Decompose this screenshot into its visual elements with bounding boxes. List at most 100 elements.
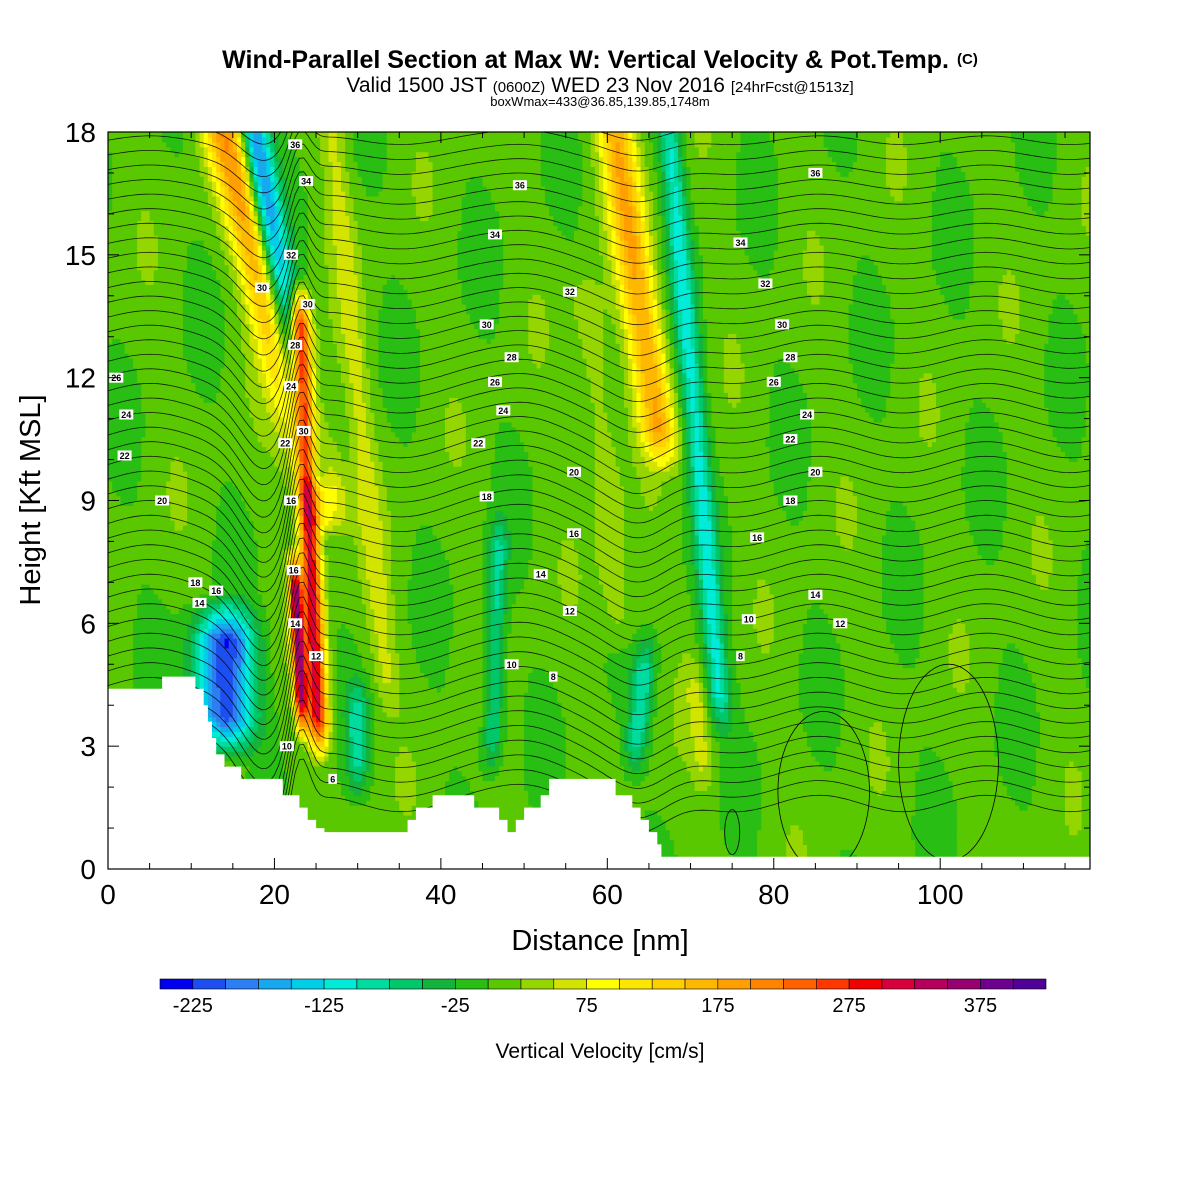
velocity-cell bbox=[125, 358, 130, 364]
velocity-cell bbox=[216, 574, 221, 580]
velocity-cell bbox=[225, 658, 230, 664]
velocity-cell bbox=[179, 569, 184, 575]
velocity-cell bbox=[170, 274, 175, 280]
velocity-cell bbox=[225, 727, 230, 733]
velocity-cell bbox=[145, 638, 150, 644]
velocity-cell bbox=[112, 304, 117, 310]
velocity-cell bbox=[175, 245, 180, 251]
velocity-cell bbox=[125, 373, 130, 379]
velocity-cell bbox=[191, 289, 196, 295]
velocity-cell bbox=[175, 466, 180, 472]
velocity-cell bbox=[175, 171, 180, 177]
velocity-cell bbox=[183, 329, 188, 335]
velocity-cell bbox=[166, 638, 171, 644]
velocity-cell bbox=[141, 682, 146, 688]
velocity-cell bbox=[187, 294, 192, 300]
velocity-cell bbox=[208, 672, 213, 678]
velocity-cell bbox=[108, 407, 113, 413]
velocity-cell bbox=[158, 314, 163, 320]
velocity-cell bbox=[175, 161, 180, 167]
velocity-cell bbox=[133, 446, 138, 452]
velocity-cell bbox=[162, 142, 167, 148]
velocity-cell bbox=[183, 235, 188, 241]
velocity-cell bbox=[125, 540, 130, 546]
velocity-cell bbox=[225, 446, 230, 452]
velocity-cell bbox=[137, 147, 142, 153]
velocity-cell bbox=[187, 338, 192, 344]
velocity-cell bbox=[216, 451, 221, 457]
velocity-cell bbox=[133, 373, 138, 379]
velocity-cell bbox=[154, 530, 159, 536]
velocity-cell bbox=[158, 206, 163, 212]
velocity-cell bbox=[120, 186, 125, 192]
velocity-cell bbox=[162, 378, 167, 384]
velocity-cell bbox=[187, 515, 192, 521]
velocity-cell bbox=[141, 157, 146, 163]
velocity-cell bbox=[208, 196, 213, 202]
velocity-cell bbox=[162, 437, 167, 443]
velocity-cell bbox=[187, 368, 192, 374]
velocity-cell bbox=[212, 378, 217, 384]
velocity-cell bbox=[125, 437, 130, 443]
velocity-cell bbox=[150, 373, 155, 379]
velocity-cell bbox=[150, 653, 155, 659]
velocity-cell bbox=[237, 618, 242, 624]
velocity-cell bbox=[220, 564, 225, 570]
velocity-cell bbox=[166, 520, 171, 526]
velocity-cell bbox=[166, 633, 171, 639]
velocity-cell bbox=[133, 206, 138, 212]
velocity-cell bbox=[183, 309, 188, 315]
velocity-cell bbox=[162, 240, 167, 246]
velocity-cell bbox=[158, 299, 163, 305]
velocity-cell bbox=[225, 717, 230, 723]
velocity-cell bbox=[141, 638, 146, 644]
velocity-cell bbox=[112, 530, 117, 536]
velocity-cell bbox=[183, 618, 188, 624]
velocity-cell bbox=[112, 201, 117, 207]
velocity-cell bbox=[187, 260, 192, 266]
velocity-cell bbox=[191, 216, 196, 222]
velocity-cell bbox=[120, 304, 125, 310]
velocity-cell bbox=[116, 540, 121, 546]
velocity-cell bbox=[133, 496, 138, 502]
velocity-cell bbox=[141, 324, 146, 330]
velocity-cell bbox=[216, 166, 221, 172]
velocity-cell bbox=[129, 348, 134, 354]
velocity-cell bbox=[137, 304, 142, 310]
velocity-cell bbox=[191, 250, 196, 256]
velocity-cell bbox=[200, 682, 205, 688]
velocity-cell bbox=[120, 540, 125, 546]
velocity-cell bbox=[195, 387, 200, 393]
velocity-cell bbox=[175, 230, 180, 236]
velocity-cell bbox=[158, 353, 163, 359]
velocity-cell bbox=[162, 422, 167, 428]
velocity-cell bbox=[229, 392, 234, 398]
velocity-cell bbox=[137, 363, 142, 369]
velocity-cell bbox=[154, 545, 159, 551]
velocity-cell bbox=[141, 304, 146, 310]
velocity-cell bbox=[133, 614, 138, 620]
velocity-cell bbox=[162, 348, 167, 354]
velocity-cell bbox=[241, 486, 246, 492]
velocity-cell bbox=[120, 191, 125, 197]
velocity-cell bbox=[220, 663, 225, 669]
velocity-cell bbox=[179, 353, 184, 359]
velocity-cell bbox=[137, 555, 142, 561]
velocity-cell bbox=[133, 255, 138, 261]
velocity-cell bbox=[216, 348, 221, 354]
velocity-cell bbox=[191, 324, 196, 330]
velocity-cell bbox=[208, 132, 213, 138]
velocity-cell bbox=[133, 230, 138, 236]
velocity-cell bbox=[204, 638, 209, 644]
velocity-cell bbox=[162, 510, 167, 516]
velocity-cell bbox=[129, 515, 134, 521]
velocity-cell bbox=[145, 186, 150, 192]
velocity-cell bbox=[162, 505, 167, 511]
velocity-cell bbox=[233, 564, 238, 570]
velocity-cell bbox=[154, 157, 159, 163]
velocity-cell bbox=[158, 245, 163, 251]
velocity-cell bbox=[220, 319, 225, 325]
velocity-cell bbox=[183, 220, 188, 226]
velocity-cell bbox=[195, 491, 200, 497]
velocity-cell bbox=[170, 461, 175, 467]
